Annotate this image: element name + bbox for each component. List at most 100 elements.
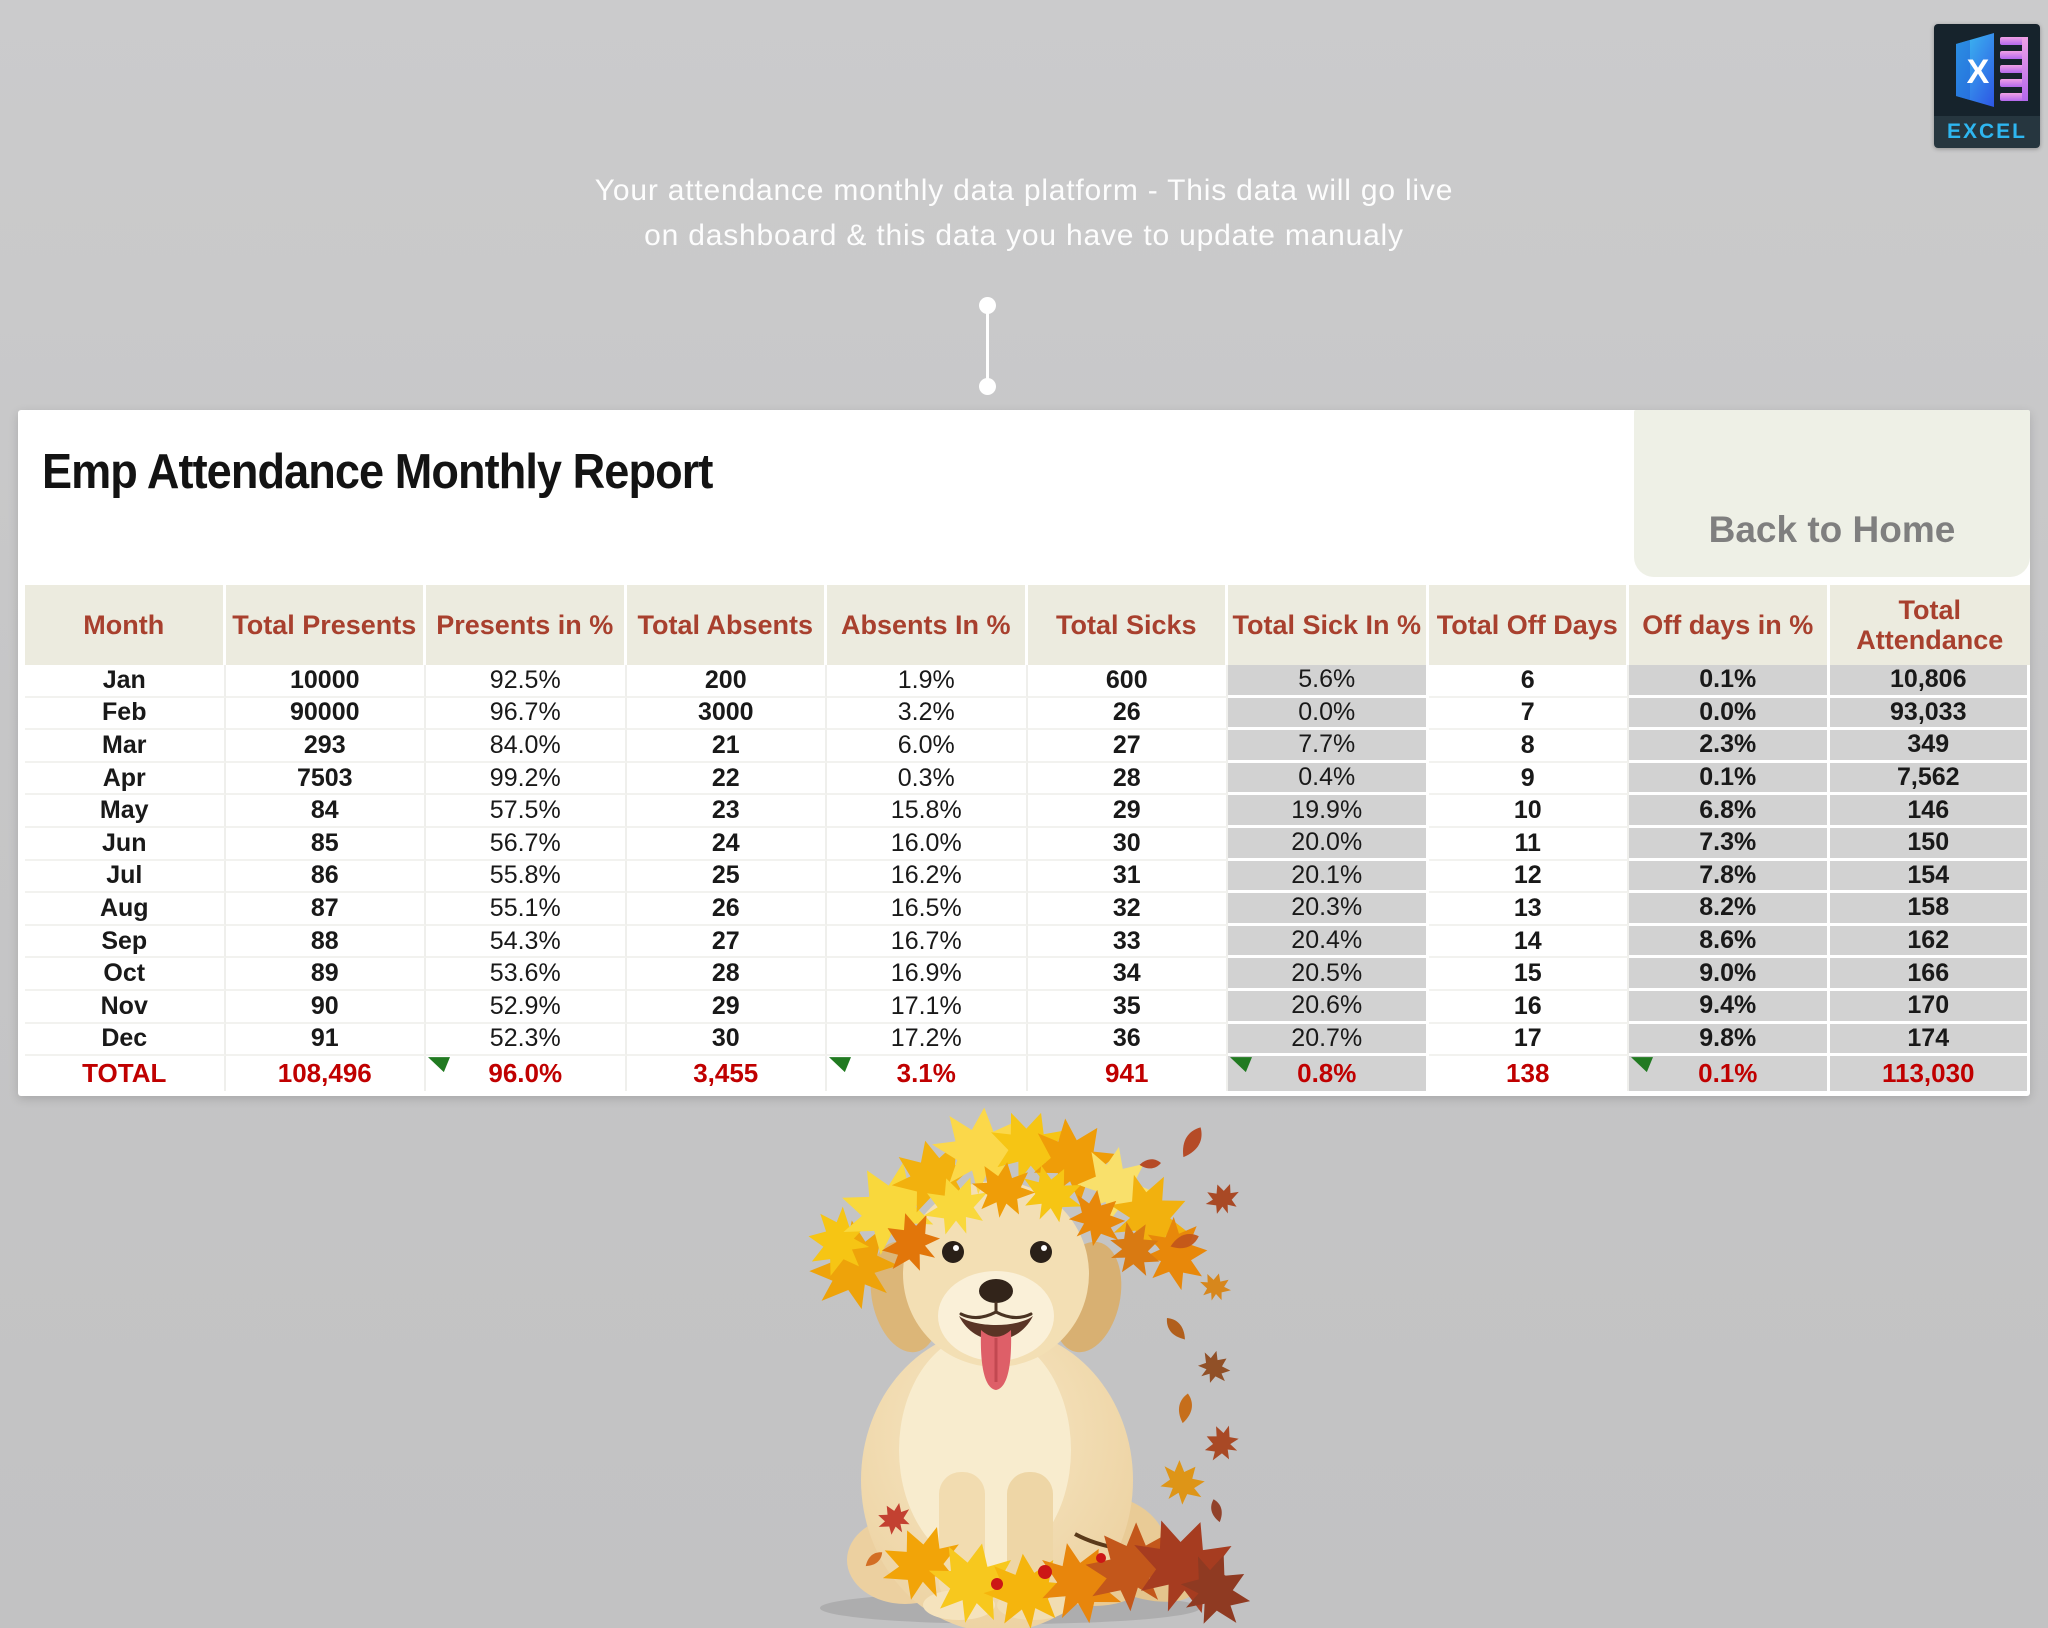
data-cell[interactable]: 21	[626, 730, 827, 763]
data-cell[interactable]: 20.6%	[1228, 990, 1429, 1024]
data-cell[interactable]: 150	[1829, 827, 2030, 861]
data-cell[interactable]: 162	[1829, 925, 2030, 959]
data-cell[interactable]: 0.0%	[1228, 697, 1429, 731]
data-cell[interactable]: 16.2%	[827, 860, 1028, 894]
month-cell[interactable]: Feb	[25, 697, 226, 731]
data-cell[interactable]: 600	[1027, 665, 1228, 698]
data-cell[interactable]: 28	[626, 958, 827, 991]
data-cell[interactable]: 8	[1428, 730, 1629, 763]
data-cell[interactable]: 8.6%	[1629, 925, 1830, 959]
data-cell[interactable]: 26	[626, 893, 827, 926]
data-cell[interactable]: 10	[1428, 795, 1629, 828]
data-cell[interactable]: 16.9%	[827, 958, 1028, 991]
data-cell[interactable]: 16.7%	[827, 925, 1028, 959]
total-cell[interactable]: 108,496	[225, 1056, 426, 1092]
data-cell[interactable]: 99.2%	[426, 762, 627, 796]
data-cell[interactable]: 92.5%	[426, 665, 627, 698]
data-cell[interactable]: 3.2%	[827, 697, 1028, 731]
month-cell[interactable]: Jan	[25, 665, 226, 698]
data-cell[interactable]: 146	[1829, 795, 2030, 828]
data-cell[interactable]: 93,033	[1829, 697, 2030, 731]
total-cell[interactable]: 3,455	[626, 1056, 827, 1092]
data-cell[interactable]: 20.3%	[1228, 893, 1429, 926]
data-cell[interactable]: 174	[1829, 1023, 2030, 1057]
data-cell[interactable]: 170	[1829, 990, 2030, 1024]
data-cell[interactable]: 28	[1027, 762, 1228, 796]
data-cell[interactable]: 154	[1829, 860, 2030, 894]
data-cell[interactable]: 0.1%	[1629, 762, 1830, 796]
data-cell[interactable]: 57.5%	[426, 795, 627, 828]
back-to-home-button[interactable]: Back to Home	[1634, 410, 2030, 577]
month-cell[interactable]: Jul	[25, 860, 226, 894]
data-cell[interactable]: 7	[1428, 697, 1629, 731]
data-cell[interactable]: 56.7%	[426, 827, 627, 861]
data-cell[interactable]: 6.8%	[1629, 795, 1830, 828]
data-cell[interactable]: 9.4%	[1629, 990, 1830, 1024]
data-cell[interactable]: 84	[225, 795, 426, 828]
data-cell[interactable]: 7.7%	[1228, 730, 1429, 763]
data-cell[interactable]: 86	[225, 860, 426, 894]
month-cell[interactable]: Mar	[25, 730, 226, 763]
data-cell[interactable]: 25	[626, 860, 827, 894]
data-cell[interactable]: 34	[1027, 958, 1228, 991]
data-cell[interactable]: 9.0%	[1629, 958, 1830, 991]
data-cell[interactable]: 3000	[626, 697, 827, 731]
data-cell[interactable]: 55.8%	[426, 860, 627, 894]
month-cell[interactable]: Nov	[25, 990, 226, 1024]
total-cell[interactable]: 0.8%	[1228, 1056, 1429, 1092]
total-cell[interactable]: 113,030	[1829, 1056, 2030, 1092]
data-cell[interactable]: 90	[225, 990, 426, 1024]
data-cell[interactable]: 52.3%	[426, 1023, 627, 1057]
data-cell[interactable]: 53.6%	[426, 958, 627, 991]
data-cell[interactable]: 17.1%	[827, 990, 1028, 1024]
data-cell[interactable]: 12	[1428, 860, 1629, 894]
data-cell[interactable]: 84.0%	[426, 730, 627, 763]
data-cell[interactable]: 0.3%	[827, 762, 1028, 796]
data-cell[interactable]: 8.2%	[1629, 893, 1830, 926]
data-cell[interactable]: 88	[225, 925, 426, 959]
data-cell[interactable]: 89	[225, 958, 426, 991]
data-cell[interactable]: 6	[1428, 665, 1629, 698]
total-cell[interactable]: 941	[1027, 1056, 1228, 1092]
data-cell[interactable]: 10,806	[1829, 665, 2030, 698]
data-cell[interactable]: 9.8%	[1629, 1023, 1830, 1057]
data-cell[interactable]: 55.1%	[426, 893, 627, 926]
data-cell[interactable]: 15	[1428, 958, 1629, 991]
data-cell[interactable]: 16.5%	[827, 893, 1028, 926]
data-cell[interactable]: 5.6%	[1228, 665, 1429, 698]
data-cell[interactable]: 17	[1428, 1023, 1629, 1057]
data-cell[interactable]: 14	[1428, 925, 1629, 959]
data-cell[interactable]: 33	[1027, 925, 1228, 959]
data-cell[interactable]: 27	[1027, 730, 1228, 763]
data-cell[interactable]: 23	[626, 795, 827, 828]
data-cell[interactable]: 16	[1428, 990, 1629, 1024]
data-cell[interactable]: 20.1%	[1228, 860, 1429, 894]
total-cell[interactable]: 3.1%	[827, 1056, 1028, 1092]
data-cell[interactable]: 31	[1027, 860, 1228, 894]
data-cell[interactable]: 29	[1027, 795, 1228, 828]
data-cell[interactable]: 293	[225, 730, 426, 763]
data-cell[interactable]: 30	[626, 1023, 827, 1057]
data-cell[interactable]: 349	[1829, 730, 2030, 763]
data-cell[interactable]: 15.8%	[827, 795, 1028, 828]
data-cell[interactable]: 1.9%	[827, 665, 1028, 698]
data-cell[interactable]: 0.4%	[1228, 762, 1429, 796]
data-cell[interactable]: 87	[225, 893, 426, 926]
data-cell[interactable]: 52.9%	[426, 990, 627, 1024]
data-cell[interactable]: 24	[626, 827, 827, 861]
data-cell[interactable]: 19.9%	[1228, 795, 1429, 828]
month-cell[interactable]: May	[25, 795, 226, 828]
data-cell[interactable]: 20.4%	[1228, 925, 1429, 959]
data-cell[interactable]: 6.0%	[827, 730, 1028, 763]
data-cell[interactable]: 54.3%	[426, 925, 627, 959]
data-cell[interactable]: 20.0%	[1228, 827, 1429, 861]
data-cell[interactable]: 20.7%	[1228, 1023, 1429, 1057]
month-cell[interactable]: Oct	[25, 958, 226, 991]
data-cell[interactable]: 7.3%	[1629, 827, 1830, 861]
total-cell[interactable]: 96.0%	[426, 1056, 627, 1092]
data-cell[interactable]: 91	[225, 1023, 426, 1057]
data-cell[interactable]: 200	[626, 665, 827, 698]
month-cell[interactable]: Apr	[25, 762, 226, 796]
month-cell[interactable]: Dec	[25, 1023, 226, 1057]
data-cell[interactable]: 7503	[225, 762, 426, 796]
